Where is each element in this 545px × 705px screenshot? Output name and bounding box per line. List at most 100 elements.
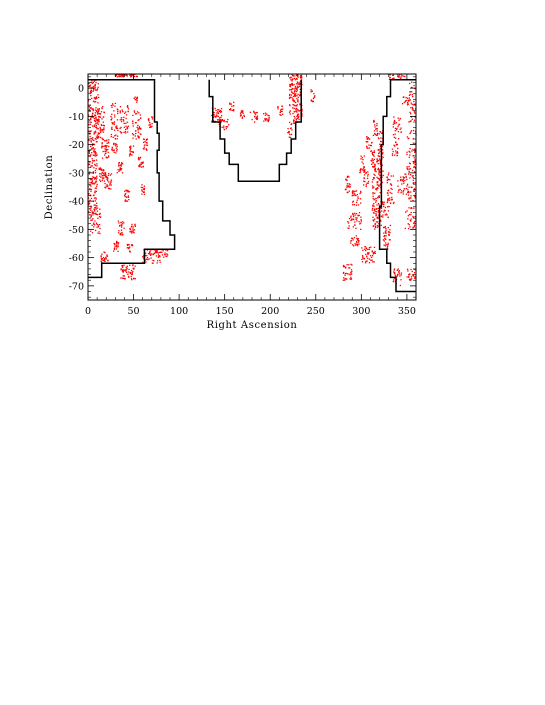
data-point <box>91 165 94 167</box>
data-point <box>115 134 117 136</box>
data-point <box>385 242 387 244</box>
data-point <box>364 248 366 250</box>
data-point <box>377 195 380 197</box>
data-point <box>118 165 120 167</box>
data-point <box>96 140 98 143</box>
data-point <box>96 177 98 179</box>
data-point <box>122 277 125 279</box>
data-point <box>95 197 97 199</box>
data-point <box>127 273 129 275</box>
data-point <box>90 140 92 142</box>
data-point <box>88 163 91 165</box>
data-point <box>352 190 354 192</box>
data-point <box>113 110 115 112</box>
data-point <box>300 75 302 77</box>
data-point <box>97 224 99 226</box>
data-point <box>393 77 395 79</box>
data-point <box>372 204 374 206</box>
data-point <box>412 108 414 110</box>
data-point <box>87 114 90 116</box>
data-point <box>117 232 120 234</box>
data-point <box>383 244 385 246</box>
data-point <box>123 116 125 118</box>
data-point <box>350 263 352 266</box>
data-point <box>400 127 402 129</box>
data-point <box>376 184 378 186</box>
data-point <box>92 109 94 112</box>
data-point <box>367 180 370 183</box>
data-point <box>102 259 104 261</box>
point-cluster <box>133 96 139 103</box>
data-point <box>126 265 128 267</box>
data-point <box>89 181 91 184</box>
data-point <box>297 113 300 115</box>
data-point <box>356 241 358 244</box>
data-point <box>359 223 361 225</box>
data-point <box>400 274 402 276</box>
data-point <box>95 89 97 91</box>
data-point <box>121 75 123 78</box>
data-point <box>98 113 100 115</box>
data-point <box>101 137 103 140</box>
data-point <box>395 129 398 131</box>
data-point <box>256 116 258 119</box>
data-point <box>353 218 355 221</box>
data-point <box>146 257 149 259</box>
data-point <box>366 138 369 140</box>
data-point <box>350 272 352 274</box>
data-point <box>348 227 350 229</box>
data-point <box>148 251 151 254</box>
data-point <box>379 150 381 152</box>
y-tick-label: -70 <box>69 281 84 292</box>
data-point <box>103 258 106 261</box>
data-point <box>146 249 149 251</box>
data-point <box>105 175 108 178</box>
data-point <box>391 154 394 157</box>
data-point <box>95 107 97 109</box>
data-point <box>294 93 296 95</box>
data-point <box>372 193 374 195</box>
data-point <box>119 169 122 171</box>
data-point <box>400 77 402 80</box>
data-point <box>229 102 231 104</box>
data-point <box>126 121 129 123</box>
data-point <box>344 272 347 275</box>
data-point <box>391 198 393 201</box>
data-point <box>370 150 373 152</box>
data-point <box>298 84 300 86</box>
data-point <box>134 122 137 124</box>
data-point <box>110 119 112 121</box>
data-point <box>352 214 355 216</box>
data-point <box>404 188 406 190</box>
data-point <box>385 232 387 235</box>
data-point <box>294 105 296 107</box>
data-point <box>292 112 294 115</box>
data-point <box>91 177 93 180</box>
data-point <box>99 167 102 169</box>
data-point <box>92 176 94 178</box>
data-point <box>94 148 96 150</box>
data-point <box>365 171 368 174</box>
data-point <box>150 257 152 259</box>
data-point <box>373 199 375 201</box>
data-point <box>293 92 295 95</box>
data-point <box>88 150 90 152</box>
data-point <box>138 126 141 128</box>
data-point <box>117 112 119 115</box>
data-point <box>409 132 411 135</box>
data-point <box>377 196 379 199</box>
data-point <box>397 124 400 126</box>
data-point <box>297 86 299 88</box>
data-point <box>94 115 96 117</box>
data-point <box>371 181 373 183</box>
data-point <box>110 104 113 107</box>
data-point <box>312 97 315 100</box>
data-point <box>371 255 374 257</box>
data-point <box>351 264 353 266</box>
x-tick-label: 0 <box>85 306 91 317</box>
data-point <box>347 222 350 224</box>
point-cluster <box>126 243 134 253</box>
data-point <box>374 169 376 171</box>
data-point <box>96 183 98 186</box>
data-point <box>299 91 301 93</box>
